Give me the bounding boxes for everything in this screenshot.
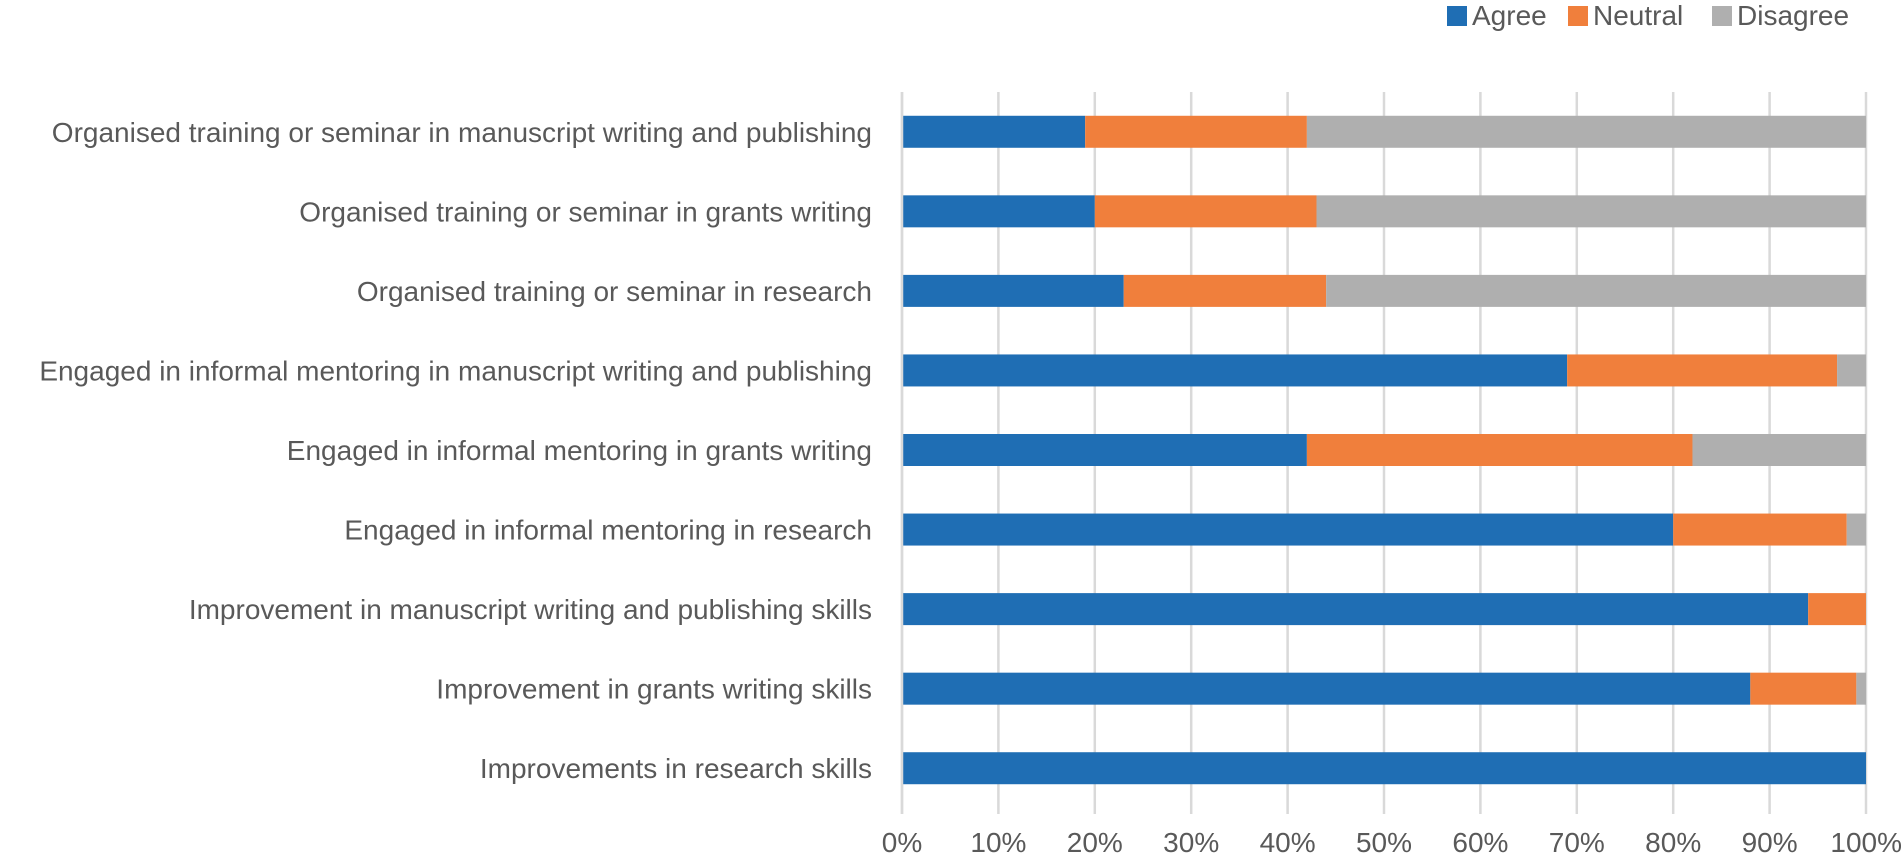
x-tick-label: 50% <box>1356 827 1412 858</box>
bar-agree <box>902 434 1307 466</box>
x-tick-label: 0% <box>882 827 922 858</box>
x-tick-label: 70% <box>1549 827 1605 858</box>
x-tick-label: 100% <box>1830 827 1902 858</box>
bar-disagree <box>1326 274 1866 307</box>
bar-disagree <box>1692 434 1866 466</box>
category-label: Organised training or seminar in grants … <box>299 196 872 227</box>
category-label: Engaged in informal mentoring in researc… <box>344 515 872 546</box>
bar-neutral <box>1306 434 1693 466</box>
x-tick-label: 10% <box>970 827 1026 858</box>
legend-label: Agree <box>1472 0 1547 31</box>
bar-neutral <box>1808 593 1866 626</box>
bars <box>902 115 1866 785</box>
bar-agree <box>902 354 1568 387</box>
bar-neutral <box>1085 115 1307 148</box>
bar-neutral <box>1673 513 1847 546</box>
bar-agree <box>902 593 1809 626</box>
bar-agree <box>902 195 1095 228</box>
bar-agree <box>902 115 1086 148</box>
category-label: Engaged in informal mentoring in grants … <box>287 435 872 466</box>
bar-neutral <box>1094 195 1317 228</box>
bar-agree <box>902 513 1674 546</box>
bar-agree <box>902 672 1751 705</box>
category-label: Improvement in grants writing skills <box>436 674 872 705</box>
category-label: Improvement in manuscript writing and pu… <box>189 594 872 625</box>
category-labels: Organised training or seminar in manuscr… <box>39 117 872 784</box>
category-label: Organised training or seminar in manuscr… <box>52 117 872 148</box>
x-tick-label: 80% <box>1645 827 1701 858</box>
bar-agree <box>902 274 1124 307</box>
bar-disagree <box>1846 513 1866 546</box>
legend-label: Disagree <box>1737 0 1849 31</box>
x-tick-label: 40% <box>1260 827 1316 858</box>
legend-swatch <box>1712 6 1732 26</box>
legend: Agree Neutral Disagree <box>1447 0 1849 31</box>
category-label: Engaged in informal mentoring in manuscr… <box>39 355 872 386</box>
x-tick-label: 30% <box>1163 827 1219 858</box>
bar-neutral <box>1567 354 1838 387</box>
bar-neutral <box>1750 672 1857 705</box>
bar-neutral <box>1123 274 1327 307</box>
category-label: Organised training or seminar in researc… <box>357 276 872 307</box>
x-tick-labels: 0% 10% 20% 30% 40% 50% 60% 70% 80% 90% 100% <box>882 827 1902 858</box>
category-label: Improvements in research skills <box>480 753 872 784</box>
legend-swatch <box>1568 6 1588 26</box>
x-tick-label: 60% <box>1452 827 1508 858</box>
legend-label: Neutral <box>1593 0 1683 31</box>
legend-swatch <box>1447 6 1467 26</box>
bar-disagree <box>1306 115 1866 148</box>
bar-agree <box>902 752 1866 785</box>
bar-disagree <box>1856 672 1866 705</box>
x-tick-label: 90% <box>1742 827 1798 858</box>
bar-disagree <box>1837 354 1866 387</box>
x-tick-label: 20% <box>1067 827 1123 858</box>
bar-disagree <box>1316 195 1866 228</box>
